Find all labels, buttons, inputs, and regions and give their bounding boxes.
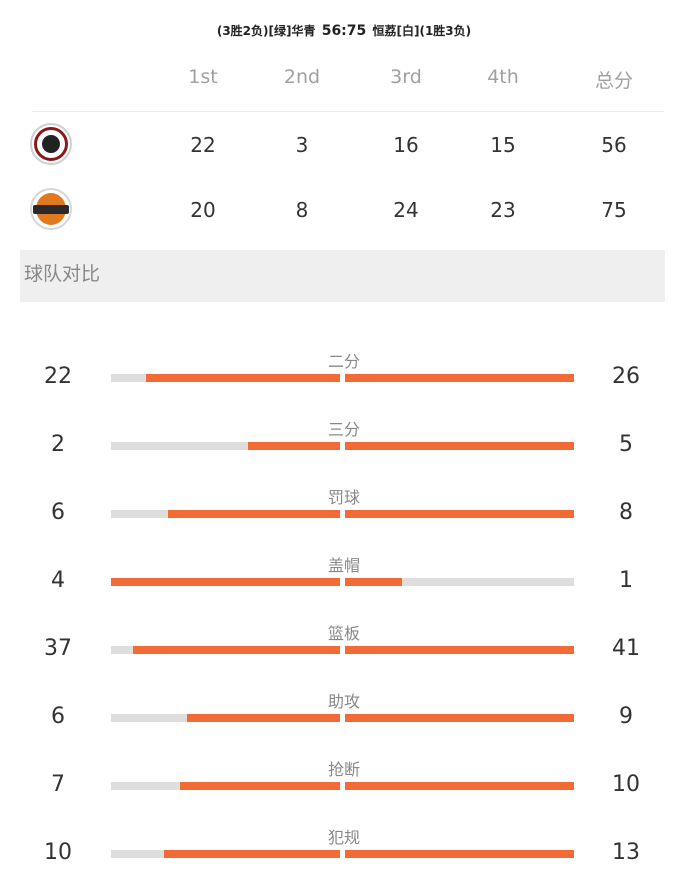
- stat-left-fill: [187, 714, 340, 722]
- stat-row: 37 篮板 41: [0, 624, 688, 688]
- game-header: (3胜2负)[绿]华青 56:75 恒荔[白](1胜3负): [0, 22, 688, 39]
- stat-left-value: 7: [51, 772, 65, 797]
- stat-row: 10 犯规 13: [0, 828, 688, 892]
- stat-left-value: 2: [51, 432, 65, 457]
- stat-label: 二分: [327, 352, 360, 371]
- home-q1: 22: [190, 133, 216, 157]
- quarter-divider: [32, 111, 664, 112]
- stat-row: 22 二分 26: [0, 352, 688, 416]
- quarter-header-3: 3rd: [390, 66, 422, 88]
- stat-right-bar: [345, 578, 574, 586]
- stat-right-bar: [345, 510, 574, 518]
- stat-left-value: 4: [51, 568, 65, 593]
- stat-label: 篮板: [327, 624, 360, 643]
- home-q4: 15: [490, 133, 516, 157]
- stat-right-bar: [345, 850, 574, 858]
- stat-left-fill: [168, 510, 340, 518]
- stat-left-fill: [146, 374, 340, 382]
- quarter-header-1: 1st: [188, 66, 218, 88]
- stat-right-value: 9: [619, 704, 633, 729]
- stat-left-bar: [111, 850, 340, 858]
- stat-label: 盖帽: [327, 556, 360, 575]
- logo-band-icon: [33, 205, 69, 214]
- home-q3: 16: [393, 133, 419, 157]
- stat-left-fill: [133, 646, 340, 654]
- stat-right-value: 26: [612, 364, 640, 389]
- away-color: [白]: [396, 24, 420, 38]
- section-title: 球队对比: [24, 263, 101, 285]
- stat-right-fill: [345, 782, 574, 790]
- stat-row: 2 三分 5: [0, 420, 688, 484]
- stat-right-value: 1: [619, 568, 633, 593]
- stat-left-bar: [111, 374, 340, 382]
- stat-right-value: 5: [619, 432, 633, 457]
- away-total: 75: [601, 198, 627, 222]
- stat-right-fill: [345, 374, 574, 382]
- game-score: 56:75: [321, 23, 367, 39]
- logo-ring-icon: [34, 127, 68, 161]
- quarter-header-4: 4th: [487, 66, 519, 88]
- stat-right-fill: [345, 442, 574, 450]
- stat-left-bar: [111, 646, 340, 654]
- quarter-header-2: 2nd: [283, 66, 321, 88]
- stat-right-value: 41: [612, 636, 640, 661]
- home-q2: 3: [295, 133, 309, 157]
- away-q1: 20: [190, 198, 216, 222]
- stat-row: 7 抢断 10: [0, 760, 688, 824]
- away-record: (1胜3负): [419, 24, 472, 38]
- stat-left-value: 22: [44, 364, 72, 389]
- stat-left-bar: [111, 782, 340, 790]
- stat-left-bar: [111, 578, 340, 586]
- stat-left-bar: [111, 714, 340, 722]
- stat-label: 三分: [327, 420, 360, 439]
- away-q3: 24: [393, 198, 419, 222]
- home-total: 56: [601, 133, 627, 157]
- stat-right-fill: [345, 646, 574, 654]
- stat-left-value: 6: [51, 500, 65, 525]
- stat-left-fill: [179, 782, 340, 790]
- away-team-logo: [30, 188, 72, 230]
- stat-right-value: 10: [612, 772, 640, 797]
- stat-left-value: 37: [44, 636, 72, 661]
- stat-left-fill: [248, 442, 340, 450]
- stat-left-bar: [111, 442, 340, 450]
- stat-right-bar: [345, 782, 574, 790]
- stat-right-bar: [345, 374, 574, 382]
- away-team-name: 恒荔: [372, 24, 397, 38]
- home-team-logo: [30, 123, 72, 165]
- stat-right-value: 8: [619, 500, 633, 525]
- stat-row: 6 罚球 8: [0, 488, 688, 552]
- stat-row: 4 盖帽 1: [0, 556, 688, 620]
- stat-left-bar: [111, 510, 340, 518]
- stat-right-fill: [345, 850, 574, 858]
- stat-label: 助攻: [327, 692, 360, 711]
- stat-label: 犯规: [327, 828, 360, 847]
- home-color: [绿]: [268, 24, 292, 38]
- stat-label: 抢断: [327, 760, 360, 779]
- stat-right-value: 13: [612, 840, 640, 865]
- away-q2: 8: [295, 198, 309, 222]
- stat-right-fill: [345, 510, 574, 518]
- home-team-name: 华青: [291, 24, 316, 38]
- stat-right-fill: [345, 714, 574, 722]
- stat-right-bar: [345, 714, 574, 722]
- stat-left-value: 6: [51, 704, 65, 729]
- stat-right-bar: [345, 646, 574, 654]
- stat-row: 6 助攻 9: [0, 692, 688, 756]
- logo-emblem-icon: [42, 135, 60, 153]
- away-q4: 23: [490, 198, 516, 222]
- quarter-header-total: 总分: [594, 70, 633, 92]
- stat-left-value: 10: [44, 840, 72, 865]
- home-record: (3胜2负): [216, 24, 269, 38]
- stat-right-fill: [345, 578, 403, 586]
- stat-left-fill: [163, 850, 340, 858]
- stat-left-fill: [111, 578, 340, 586]
- team-compare-section-header: 球队对比: [20, 250, 665, 302]
- stat-right-bar: [345, 442, 574, 450]
- stat-label: 罚球: [327, 488, 360, 507]
